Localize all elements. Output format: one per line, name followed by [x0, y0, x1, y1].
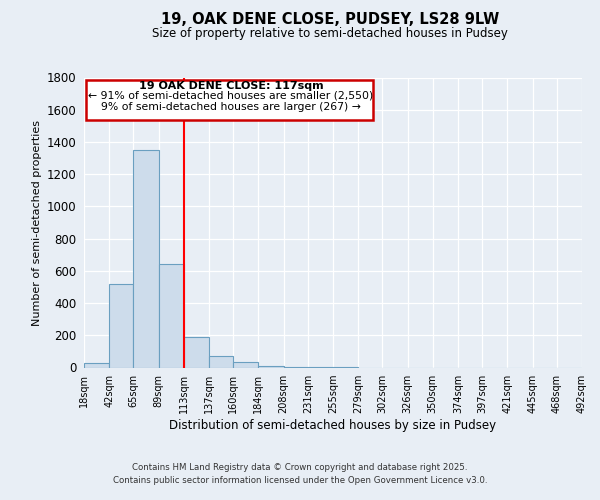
Bar [233, 362, 259, 368]
Bar [209, 356, 233, 368]
Bar [84, 362, 109, 368]
Text: 19 OAK DENE CLOSE: 117sqm: 19 OAK DENE CLOSE: 117sqm [139, 81, 323, 91]
Text: Size of property relative to semi-detached houses in Pudsey: Size of property relative to semi-detach… [152, 28, 508, 40]
Bar [259, 366, 284, 368]
Bar [133, 150, 158, 368]
Y-axis label: Number of semi-detached properties: Number of semi-detached properties [32, 120, 43, 326]
Bar [158, 264, 184, 368]
Text: Contains public sector information licensed under the Open Government Licence v3: Contains public sector information licen… [113, 476, 487, 485]
X-axis label: Distribution of semi-detached houses by size in Pudsey: Distribution of semi-detached houses by … [169, 419, 497, 432]
Bar [109, 284, 133, 368]
FancyBboxPatch shape [86, 80, 373, 120]
Bar [284, 366, 308, 368]
Text: 19, OAK DENE CLOSE, PUDSEY, LS28 9LW: 19, OAK DENE CLOSE, PUDSEY, LS28 9LW [161, 12, 499, 28]
Text: Contains HM Land Registry data © Crown copyright and database right 2025.: Contains HM Land Registry data © Crown c… [132, 464, 468, 472]
Text: 9% of semi-detached houses are larger (267) →: 9% of semi-detached houses are larger (2… [101, 102, 361, 112]
Bar [184, 337, 209, 368]
Text: ← 91% of semi-detached houses are smaller (2,550): ← 91% of semi-detached houses are smalle… [88, 90, 374, 101]
